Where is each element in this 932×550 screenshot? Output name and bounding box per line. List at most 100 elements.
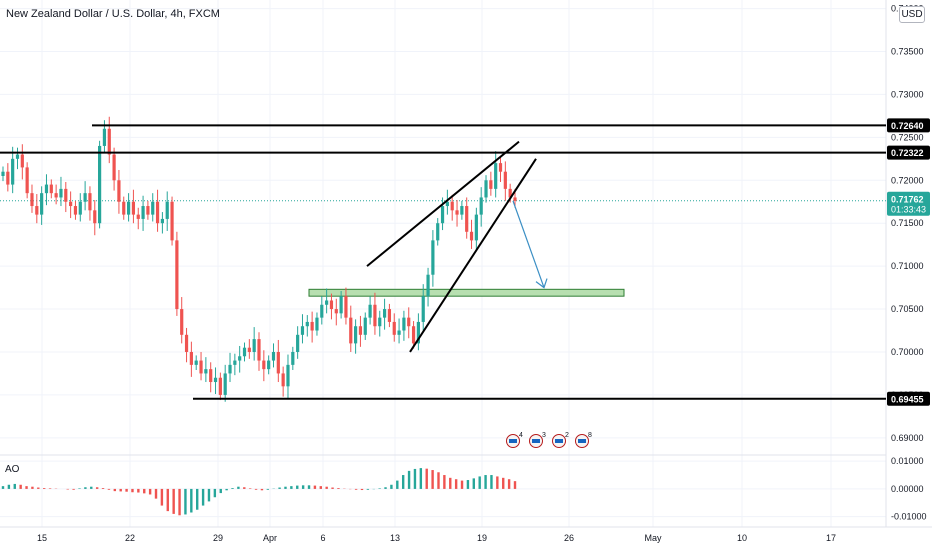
candle-body	[257, 339, 261, 361]
candle-body	[416, 321, 420, 344]
candle-body	[238, 356, 242, 361]
candle-body	[329, 300, 334, 310]
candle-body	[98, 145, 102, 224]
candle-body	[30, 193, 34, 207]
candlestick-series	[1, 116, 517, 402]
projection-arrow[interactable]	[512, 200, 548, 289]
candle-body	[489, 180, 493, 189]
support-zone[interactable]	[308, 288, 625, 297]
candle-body	[508, 188, 512, 198]
candle-body	[189, 351, 193, 365]
candle-body	[334, 309, 338, 314]
arrow-head	[535, 278, 548, 289]
candle-body	[126, 201, 131, 215]
time-tick-label: 17	[826, 533, 836, 543]
candle-body	[102, 128, 107, 146]
candle-body	[281, 373, 285, 387]
candle-body	[305, 321, 309, 327]
ao-axis: 0.01000 0.00000 -0.01000	[891, 456, 927, 522]
currency-button[interactable]: USD	[899, 6, 925, 23]
candle-body	[73, 206, 78, 215]
candle-body	[78, 201, 82, 215]
candle-body	[112, 154, 116, 181]
event-count: 3	[542, 432, 546, 439]
chart-title: New Zealand Dollar / U.S. Dollar, 4h, FX…	[6, 8, 220, 20]
event-flag	[509, 439, 517, 443]
time-axis: 15 22 29 Apr 6 13 19 26 May 10 17	[37, 533, 836, 543]
candle-body	[469, 231, 474, 241]
candle-body	[262, 360, 266, 370]
candle-body	[407, 317, 411, 327]
arrow-shaft	[512, 200, 545, 288]
candle-body	[146, 206, 150, 215]
candle-body	[339, 296, 343, 314]
time-tick-label: 29	[213, 533, 223, 543]
candle-body	[363, 317, 367, 335]
candle-body	[44, 184, 49, 194]
candle-body	[450, 201, 454, 211]
candle-body	[131, 201, 136, 215]
event-flag	[578, 439, 586, 443]
candle-body	[315, 317, 319, 331]
event-count: 4	[519, 432, 523, 439]
candle-body	[160, 218, 164, 224]
level-tag-label: 0.72322	[891, 148, 924, 158]
candle-body	[242, 347, 247, 357]
time-tick-label: Apr	[263, 533, 277, 543]
wedge-upper-trendline[interactable]	[366, 140, 520, 267]
time-tick-label: 6	[320, 533, 325, 543]
current-price-label: 0.71762	[891, 195, 924, 205]
candle-body	[40, 193, 44, 215]
candle-body	[15, 154, 20, 159]
event-count: 2	[565, 432, 569, 439]
candle-body	[247, 347, 251, 352]
candle-body	[213, 377, 218, 383]
level-tag-resistance-high	[887, 118, 930, 133]
ao-indicator-label[interactable]: AO	[5, 464, 20, 475]
candle-body	[474, 214, 478, 241]
candle-body	[465, 206, 469, 232]
candle-body	[411, 326, 416, 344]
candle-body	[155, 201, 160, 224]
candle-body	[426, 274, 430, 297]
candle-body	[35, 206, 39, 215]
candle-body	[151, 201, 155, 215]
event-count: 8	[588, 432, 592, 439]
ao-tick-label: 0.01000	[891, 456, 924, 466]
candle-body	[436, 223, 440, 241]
candle-body	[354, 326, 358, 344]
candle-body	[267, 360, 271, 370]
price-tick-label: 0.69000	[891, 433, 924, 443]
horizontal-levels	[0, 124, 886, 400]
candle-body	[204, 369, 208, 374]
candle-body	[392, 321, 396, 335]
candle-body	[180, 309, 184, 335]
candle-body	[320, 304, 324, 318]
candle-body	[325, 300, 329, 305]
candle-body	[25, 167, 29, 194]
time-tick-label: 15	[37, 533, 47, 543]
candle-body	[165, 201, 169, 219]
candle-body	[503, 171, 507, 189]
candle-body	[387, 309, 392, 322]
level-tag-label: 0.72640	[891, 121, 924, 131]
candle-body	[397, 330, 401, 335]
candle-body	[83, 193, 87, 202]
wedge-lower-trendline[interactable]	[409, 158, 537, 353]
candle-body	[460, 206, 464, 215]
candle-body	[494, 163, 498, 189]
candle-body	[300, 326, 305, 335]
countdown-label: 01:33:43	[891, 205, 926, 215]
candle-body	[402, 317, 406, 331]
candle-body	[184, 334, 189, 352]
candle-body	[276, 351, 280, 374]
candle-body	[296, 334, 300, 352]
price-tick-label: 0.73500	[891, 47, 924, 57]
candle-body	[378, 317, 382, 327]
level-tag-resistance	[887, 145, 930, 160]
time-tick-label: May	[644, 533, 662, 543]
candle-body	[291, 351, 295, 365]
candle-body	[252, 339, 256, 352]
